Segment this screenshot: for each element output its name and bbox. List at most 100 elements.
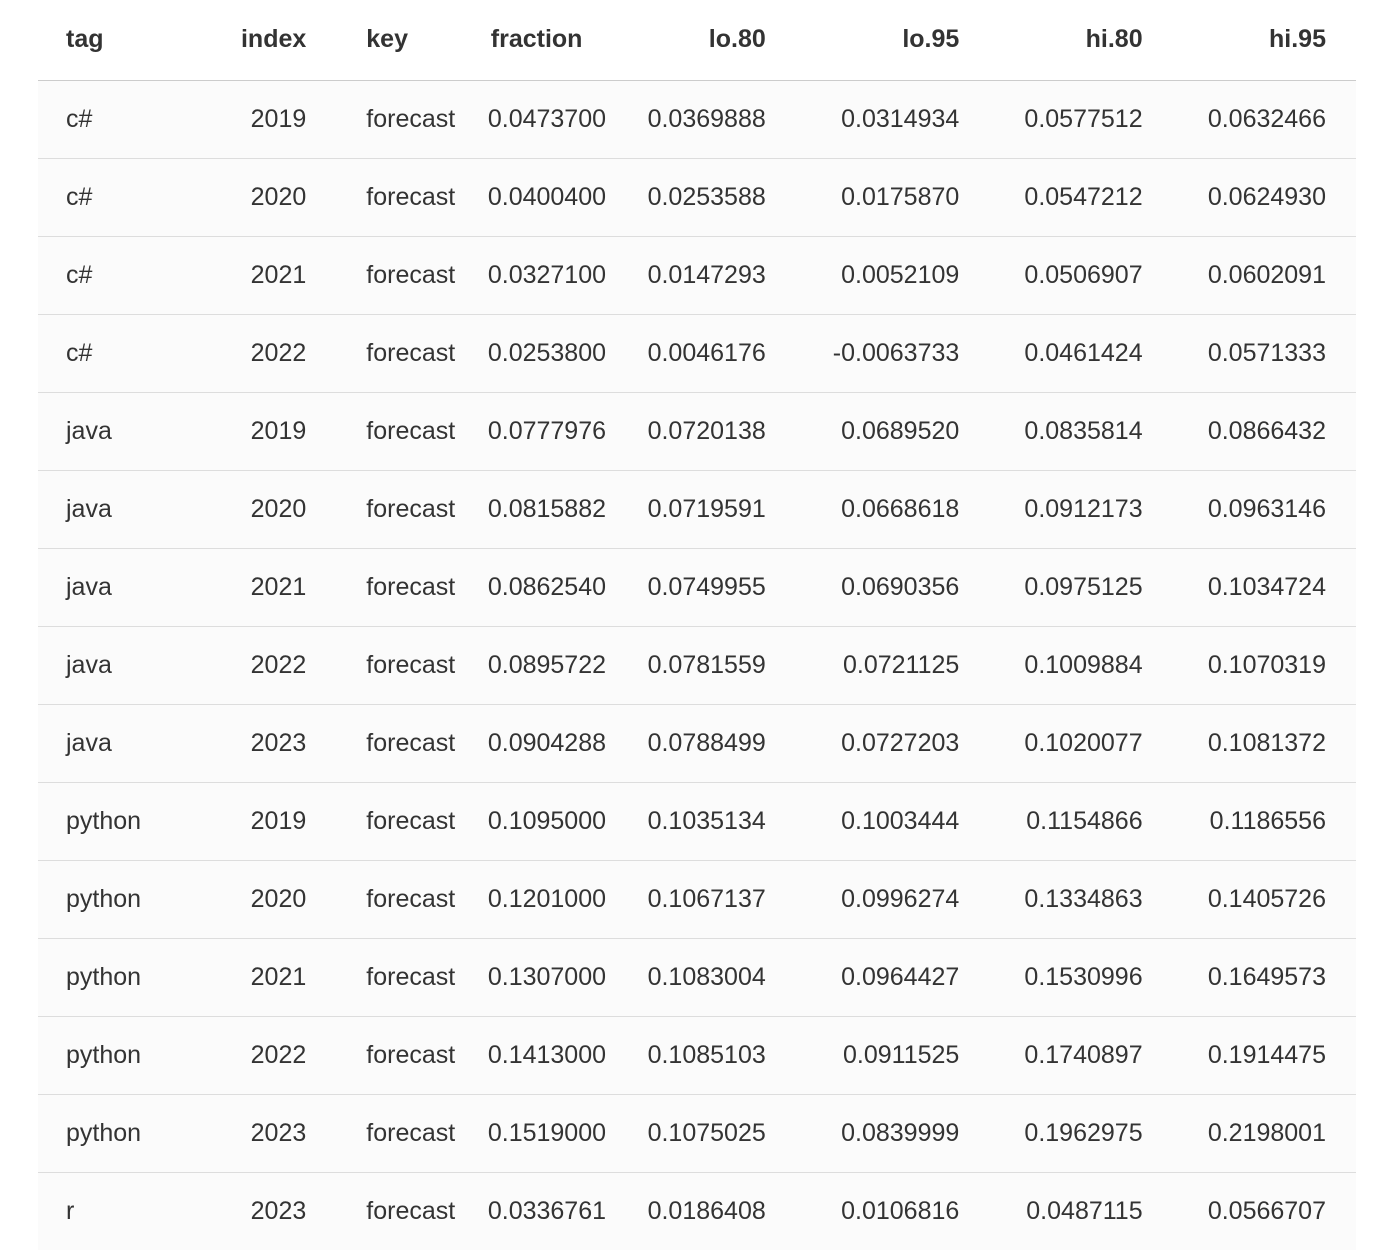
cell-lo80: 0.0186408 xyxy=(647,1196,766,1225)
cell-hi95: 0.0624930 xyxy=(1172,158,1356,237)
cell-hi80: 0.0487115 xyxy=(1026,1196,1143,1225)
cell-index: 2022 xyxy=(160,314,307,393)
cell-tag: java xyxy=(38,704,161,783)
cell-lo95: 0.0911525 xyxy=(795,1016,990,1095)
cell-lo80: 0.0749955 xyxy=(612,548,796,627)
cell-hi80: 0.1740897 xyxy=(989,1016,1173,1095)
table-row: java 2022 forecast 0.0895722 0.0781559 0.0721… xyxy=(38,626,1356,705)
table-row: java 2023 forecast 0.0904288 0.0788499 0.0727… xyxy=(38,704,1356,783)
cell-index: 2022 xyxy=(160,626,307,705)
cell-tag: python xyxy=(38,782,161,861)
cell-lo95: 0.0052109 xyxy=(795,236,990,315)
cell-lo80: 0.1067137 xyxy=(612,860,796,939)
cell-lo80: 0.1035134 xyxy=(612,782,796,861)
cell-lo95: 0.0690356 xyxy=(795,548,990,627)
cell-lo95: 0.0668618 xyxy=(795,470,990,549)
cell-key: forecast xyxy=(306,626,458,705)
table-header: tag index key fraction lo.80 lo.95 hi.80… xyxy=(38,0,1356,81)
cell-tag: python xyxy=(38,1016,161,1095)
cell-tag: c# xyxy=(38,158,161,237)
table-row: c# 2019 forecast 0.0473700 0.0369888 0.031493… xyxy=(38,80,1356,159)
cell-tag: java xyxy=(38,470,161,549)
cell-index: 2019 xyxy=(160,80,307,159)
cell-index: 2021 xyxy=(160,236,307,315)
table-row: java 2020 forecast 0.0815882 0.0719591 0.0668… xyxy=(38,470,1356,549)
cell-hi80: 0.1962975 xyxy=(989,1094,1173,1173)
cell-tag: c# xyxy=(38,314,161,393)
cell-tag: python xyxy=(38,1094,161,1173)
cell-hi80: 0.1020077 xyxy=(989,704,1173,783)
table-row: r 2023 forecast 0.0336761 0.0186408 0.0106816… xyxy=(38,1172,1356,1250)
cell-key: forecast xyxy=(306,392,458,471)
cell-hi95: 0.0602091 xyxy=(1172,236,1356,315)
cell-tag: python xyxy=(38,938,161,1017)
cell-tag: java xyxy=(38,548,161,627)
cell-lo80: 0.0369888 xyxy=(612,80,796,159)
cell-fraction: 0.1201000 xyxy=(457,860,613,939)
cell-fraction: 0.0336761 xyxy=(487,1196,607,1225)
cell-hi95: 0.1914475 xyxy=(1172,1016,1356,1095)
cell-hi80: 0.0547212 xyxy=(989,158,1173,237)
table-row: java 2019 forecast 0.0777976 0.0720138 0.0689… xyxy=(38,392,1356,471)
cell-hi95: 0.1081372 xyxy=(1172,704,1356,783)
header-row: tag index key fraction lo.80 lo.95 hi.80… xyxy=(38,0,1356,81)
cell-hi80: 0.1009884 xyxy=(989,626,1173,705)
forecast-table-container: tag index key fraction lo.80 lo.95 hi.80… xyxy=(38,0,1356,1250)
column-header-tag: tag xyxy=(38,0,161,81)
cell-key: forecast xyxy=(306,548,458,627)
cell-lo95: 0.1003444 xyxy=(795,782,990,861)
cell-hi80: 0.0835814 xyxy=(989,392,1173,471)
cell-index: 2021 xyxy=(160,938,307,1017)
cell-hi95: 0.0632466 xyxy=(1172,80,1356,159)
cell-index: 2023 xyxy=(160,704,307,783)
cell-hi80: 0.0577512 xyxy=(989,80,1173,159)
cell-hi80: 0.0975125 xyxy=(989,548,1173,627)
cell-index: 2020 xyxy=(160,158,307,237)
cell-tag: c# xyxy=(38,80,161,159)
cell-tag: java xyxy=(38,626,161,705)
cell-fraction: 0.1519000 xyxy=(457,1094,613,1173)
cell-hi95: 0.0566707 xyxy=(1207,1196,1326,1225)
cell-hi95: 0.0866432 xyxy=(1172,392,1356,471)
cell-lo95: 0.0727203 xyxy=(795,704,990,783)
cell-hi95: 0.1070319 xyxy=(1172,626,1356,705)
cell-hi80: 0.1530996 xyxy=(989,938,1173,1017)
column-header-key: key xyxy=(306,0,458,81)
cell-hi95: 0.1034724 xyxy=(1172,548,1356,627)
table-row: python 2019 forecast 0.1095000 0.1035134 0.10… xyxy=(38,782,1356,861)
cell-fraction: 0.0777976 xyxy=(457,392,613,471)
cell-fraction: 0.1307000 xyxy=(457,938,613,1017)
cell-key: forecast xyxy=(306,938,458,1017)
cell-hi80: 0.1334863 xyxy=(989,860,1173,939)
table-row: c# 2021 forecast 0.0327100 0.0147293 0.005210… xyxy=(38,236,1356,315)
cell-hi80: 0.0461424 xyxy=(989,314,1173,393)
cell-fraction: 0.0400400 xyxy=(457,158,613,237)
column-header-lo95: lo.95 xyxy=(795,0,990,81)
cell-key: forecast xyxy=(306,860,458,939)
cell-lo80: 0.0147293 xyxy=(612,236,796,315)
cell-lo95: 0.0314934 xyxy=(795,80,990,159)
cell-lo80: 0.1085103 xyxy=(612,1016,796,1095)
cell-tag: java xyxy=(38,392,161,471)
cell-index: 2021 xyxy=(160,548,307,627)
table-body: c# 2019 forecast 0.0473700 0.0369888 0.031493… xyxy=(38,80,1356,1250)
cell-fraction: 0.0253800 xyxy=(457,314,613,393)
column-header-fraction: fraction xyxy=(457,0,613,81)
cell-index: 2022 xyxy=(160,1016,307,1095)
cell-index: 2020 xyxy=(160,470,307,549)
column-header-hi80: hi.80 xyxy=(989,0,1173,81)
cell-lo95: 0.0839999 xyxy=(795,1094,990,1173)
cell-lo80: 0.1083004 xyxy=(612,938,796,1017)
cell-key: forecast xyxy=(306,236,458,315)
table-row: python 2021 forecast 0.1307000 0.1083004 0.09… xyxy=(38,938,1356,1017)
table-row: c# 2022 forecast 0.0253800 0.0046176 -0.00637… xyxy=(38,314,1356,393)
cell-lo80: 0.1075025 xyxy=(612,1094,796,1173)
cell-lo95: 0.0689520 xyxy=(795,392,990,471)
table-row: java 2021 forecast 0.0862540 0.0749955 0.0690… xyxy=(38,548,1356,627)
cell-lo80: 0.0788499 xyxy=(612,704,796,783)
cell-lo80: 0.0720138 xyxy=(612,392,796,471)
cell-fraction: 0.0904288 xyxy=(457,704,613,783)
cell-hi95: 0.1649573 xyxy=(1172,938,1356,1017)
cell-lo95: 0.0175870 xyxy=(795,158,990,237)
cell-tag: r xyxy=(66,1196,75,1225)
